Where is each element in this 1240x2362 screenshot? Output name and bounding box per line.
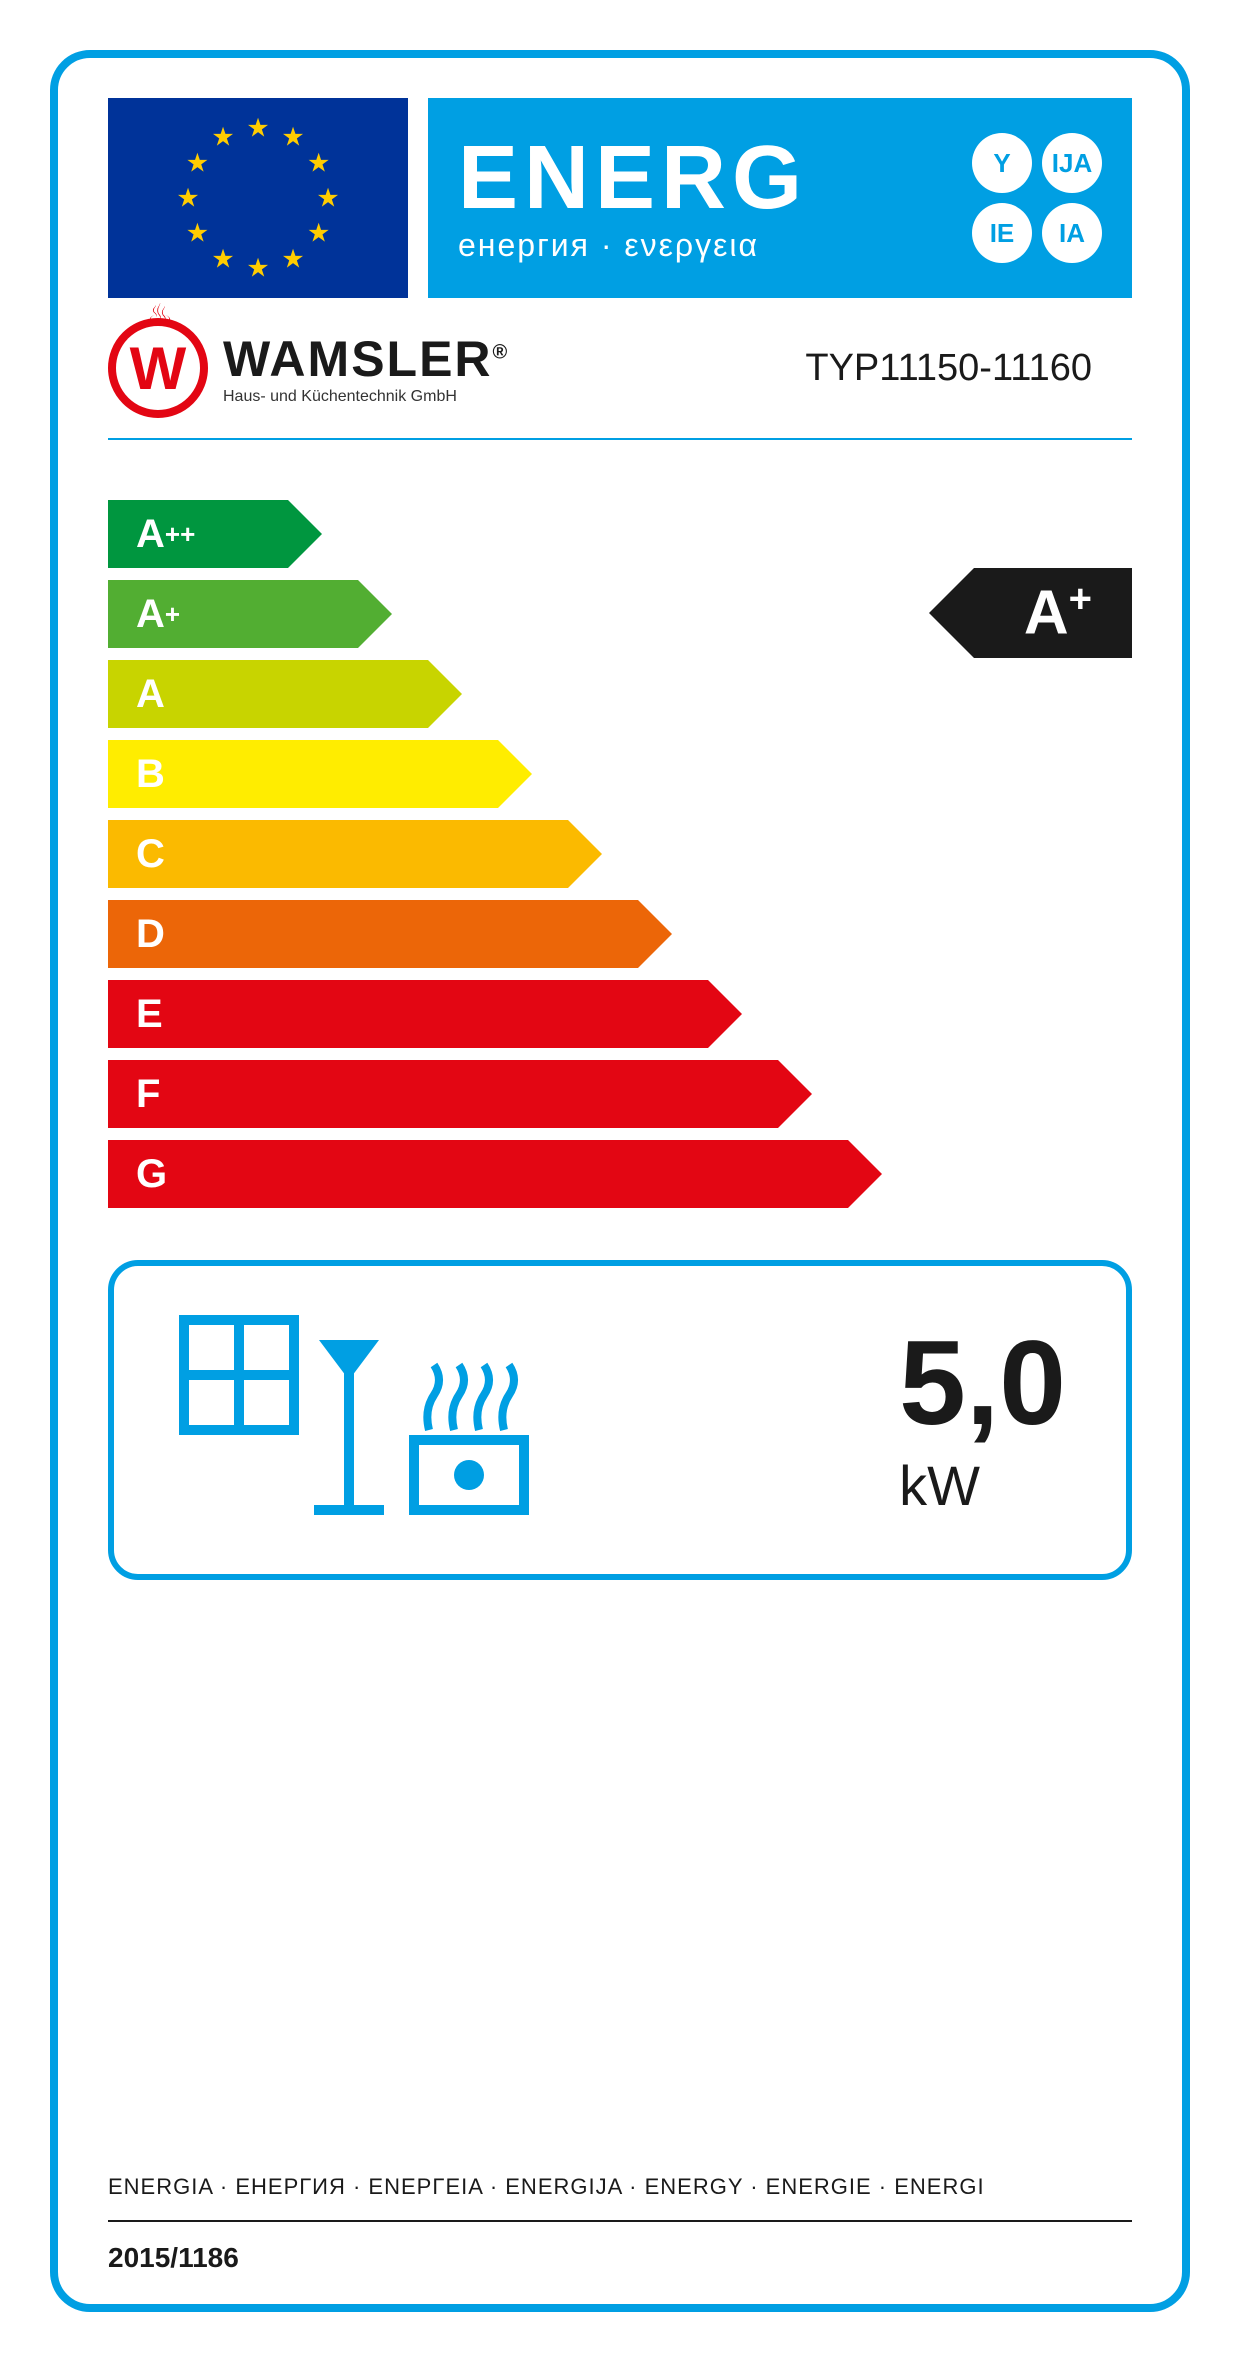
rating-arrow-body: C [108, 820, 568, 888]
rating-arrow-body: E [108, 980, 708, 1048]
rating-arrow-tip [358, 580, 392, 648]
rating-arrow-body: D [108, 900, 638, 968]
energy-suffix-circle: IJA [1042, 133, 1102, 193]
brand-name: WAMSLER® [223, 330, 509, 388]
rating-arrow-row: B [108, 740, 1132, 808]
power-value-block: 5,0 kW [899, 1323, 1066, 1518]
brand-row: ♨ W WAMSLER® Haus- und Küchentechnik Gmb… [108, 318, 1132, 440]
rating-arrow: C [108, 820, 602, 888]
header-row: ★★★★★★★★★★★★ ENERG енергия · ενεργεια YI… [108, 98, 1132, 298]
rating-arrow-label: A [136, 672, 165, 717]
rating-arrow-label: C [136, 832, 165, 877]
eu-star-icon: ★ [307, 218, 330, 249]
energy-subtitle: енергия · ενεργεια [458, 227, 952, 264]
rating-arrow: D [108, 900, 672, 968]
rating-arrow-label: G [136, 1152, 167, 1197]
registered-mark: ® [493, 341, 510, 363]
eu-star-icon: ★ [281, 243, 304, 274]
eu-star-icon: ★ [211, 243, 234, 274]
power-unit: kW [899, 1453, 1066, 1518]
rating-arrow-tip [568, 820, 602, 888]
energy-label-frame: ★★★★★★★★★★★★ ENERG енергия · ενεργεια YI… [50, 50, 1190, 2312]
rating-arrow-label: A [136, 592, 165, 637]
rating-arrow-body: F [108, 1060, 778, 1128]
brand-logo-letter: W [130, 334, 187, 403]
rating-arrow-row: A++ [108, 500, 1132, 568]
regulation-number: 2015/1186 [108, 2242, 1132, 2274]
rating-arrow: F [108, 1060, 812, 1128]
energy-suffix-circle: Y [972, 133, 1032, 193]
rating-arrow-label: A [136, 512, 165, 557]
rating-arrow: B [108, 740, 532, 808]
rating-arrow-tip [288, 500, 322, 568]
rating-arrow-body: A [108, 660, 428, 728]
flame-icon: ♨ [147, 298, 170, 333]
rating-arrow-tip [708, 980, 742, 1048]
rating-arrow-label: B [136, 752, 165, 797]
energy-suffix-grid: YIJAIEIA [972, 133, 1102, 263]
footer-divider [108, 2220, 1132, 2222]
eu-star-icon: ★ [316, 183, 339, 214]
energy-banner: ENERG енергия · ενεργεια YIJAIEIA [428, 98, 1132, 298]
rating-badge: A+ [974, 568, 1132, 658]
brand-logo: ♨ W WAMSLER® Haus- und Küchentechnik Gmb… [108, 318, 509, 418]
model-number: TYP11150-11160 [805, 347, 1132, 390]
energy-text-block: ENERG енергия · ενεργεια [458, 133, 952, 264]
rating-arrow-tip [778, 1060, 812, 1128]
power-icons [174, 1310, 899, 1530]
brand-text-block: WAMSLER® Haus- und Küchentechnik GmbH [223, 330, 509, 406]
energy-title: ENERG [458, 133, 952, 223]
rating-arrow-tip [848, 1140, 882, 1208]
eu-star-icon: ★ [281, 122, 304, 153]
rating-arrow-body: A++ [108, 500, 288, 568]
rating-arrow-sup: ++ [165, 519, 195, 550]
eu-star-icon: ★ [176, 183, 199, 214]
eu-star-ring: ★★★★★★★★★★★★ [173, 113, 343, 283]
eu-flag: ★★★★★★★★★★★★ [108, 98, 408, 298]
rating-arrow-row: G [108, 1140, 1132, 1208]
brand-tagline: Haus- und Küchentechnik GmbH [223, 388, 509, 406]
rating-badge-text: A+ [1024, 577, 1092, 649]
power-value: 5,0 [899, 1323, 1066, 1443]
rating-arrow-body: G [108, 1140, 848, 1208]
rating-area: A++A+ABCDEFG A+ [108, 500, 1132, 1220]
eu-star-icon: ★ [246, 113, 269, 144]
rating-arrow-tip [428, 660, 462, 728]
rating-arrow-row: F [108, 1060, 1132, 1128]
rating-arrow: E [108, 980, 742, 1048]
rating-arrow-sup: + [165, 599, 180, 630]
brand-logo-circle: ♨ W [108, 318, 208, 418]
energy-suffix-circle: IA [1042, 203, 1102, 263]
eu-star-icon: ★ [186, 148, 209, 179]
room-heating-icon [174, 1310, 534, 1530]
eu-star-icon: ★ [186, 218, 209, 249]
rating-arrow: G [108, 1140, 882, 1208]
rating-arrow: A++ [108, 500, 322, 568]
footer-languages: ENERGIA · ЕНЕРГИЯ · ΕΝΕΡΓΕΙΑ · ENERGIJA … [108, 2174, 1132, 2200]
rating-arrow: A [108, 660, 462, 728]
rating-arrow-tip [638, 900, 672, 968]
rating-arrow-label: D [136, 912, 165, 957]
eu-star-icon: ★ [307, 148, 330, 179]
rating-arrow-body: A+ [108, 580, 358, 648]
brand-name-text: WAMSLER [223, 331, 493, 387]
rating-arrow-row: C [108, 820, 1132, 888]
rating-arrow: A+ [108, 580, 392, 648]
rating-arrow-label: E [136, 992, 163, 1037]
rating-arrow-row: D [108, 900, 1132, 968]
rating-arrow-tip [498, 740, 532, 808]
rating-arrow-label: F [136, 1072, 160, 1117]
rating-arrow-row: A [108, 660, 1132, 728]
rating-current: A [1024, 579, 1069, 648]
power-box: 5,0 kW [108, 1260, 1132, 1580]
rating-arrow-row: E [108, 980, 1132, 1048]
rating-current-sup: + [1069, 577, 1092, 621]
eu-star-icon: ★ [246, 253, 269, 284]
spacer [108, 1580, 1132, 2174]
eu-star-icon: ★ [211, 122, 234, 153]
rating-arrow-body: B [108, 740, 498, 808]
energy-suffix-circle: IE [972, 203, 1032, 263]
